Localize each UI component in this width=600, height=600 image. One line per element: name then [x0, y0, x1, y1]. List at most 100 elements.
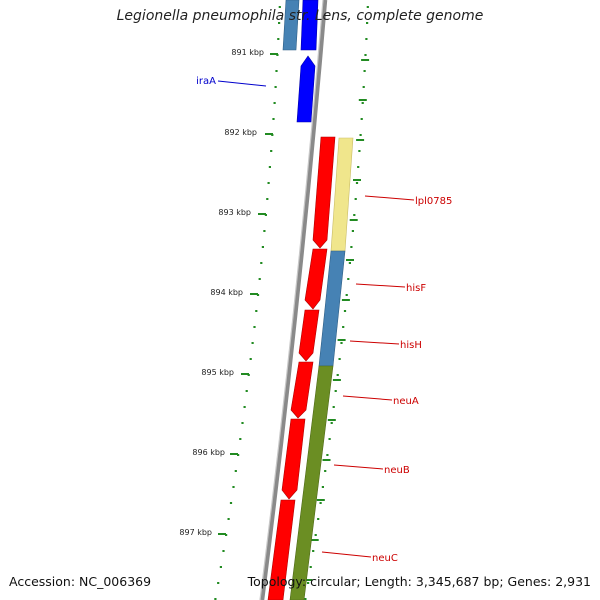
track-dot	[358, 150, 361, 152]
gene-label-hisF: hisF	[406, 283, 426, 294]
track-dot	[319, 502, 322, 504]
track-dot	[364, 54, 367, 56]
forward-cds-track	[296, 0, 319, 123]
track-dot	[324, 470, 327, 472]
track-dot	[232, 486, 235, 488]
track-dot	[345, 294, 348, 296]
track-dot	[334, 390, 337, 392]
track-dot	[225, 534, 228, 536]
gene-label-neuA: neuA	[393, 396, 419, 407]
map-title: Legionella pneumophila str. Lens, comple…	[116, 8, 484, 24]
backbone-highlight	[259, 0, 324, 600]
leader-line-hisH	[349, 340, 400, 345]
track-dot	[278, 6, 281, 8]
track-dot	[304, 598, 307, 600]
track-dot	[330, 422, 333, 424]
gene-label-iraA: iraA	[196, 76, 216, 87]
track-dot	[253, 326, 256, 328]
leader-line-neuB	[333, 464, 384, 470]
leader-line-lpl0785	[364, 195, 415, 201]
track-dot	[270, 150, 273, 152]
track-dot	[342, 326, 345, 328]
track-dot	[239, 438, 242, 440]
track-dot	[353, 214, 356, 216]
track-dot	[312, 550, 315, 552]
track-dot	[277, 38, 280, 40]
track-dot	[214, 598, 217, 600]
track-dot	[332, 406, 335, 408]
leader-line-iraA	[217, 80, 267, 87]
cog-track	[282, 0, 354, 600]
track-dot	[338, 358, 341, 360]
track-dot	[348, 262, 351, 264]
scale-label: 891 kbp	[231, 48, 264, 57]
track-dot	[314, 534, 317, 536]
track-dot	[263, 230, 266, 232]
leader-line-neuA	[342, 395, 393, 401]
scale-label: 895 kbp	[201, 368, 234, 377]
track-dot	[328, 438, 331, 440]
track-dot	[357, 166, 360, 168]
backbone	[259, 0, 328, 600]
track-dot	[354, 198, 357, 200]
track-dot	[219, 566, 222, 568]
track-dot	[245, 390, 248, 392]
track-dot	[350, 246, 353, 248]
track-dot	[249, 358, 252, 360]
track-dot	[234, 470, 237, 472]
reverse-cds-neuB	[281, 418, 306, 500]
track-dot	[321, 486, 324, 488]
leader-line-neuC	[321, 551, 372, 558]
track-dot	[307, 582, 310, 584]
track-dot	[274, 86, 277, 88]
scale-label: 897 kbp	[179, 528, 212, 537]
reverse-cds-hisF	[304, 248, 328, 310]
track-dot	[217, 582, 220, 584]
gene-label-neuC: neuC	[372, 553, 398, 564]
track-dot	[347, 278, 350, 280]
track-dot	[363, 70, 366, 72]
scale-label: 894 kbp	[210, 288, 243, 297]
track-dot	[355, 182, 359, 184]
gene-label-lpl0785: lpl0785	[415, 196, 452, 207]
reverse-cds-hisH	[298, 309, 320, 362]
genome-summary-text: Topology: circular; Length: 3,345,687 bp…	[247, 574, 591, 589]
track-dot	[278, 22, 281, 24]
gene-leader-lines	[217, 80, 415, 558]
track-dot	[309, 566, 312, 568]
track-dot	[275, 70, 278, 72]
track-dot	[343, 310, 347, 312]
track-dot	[272, 118, 275, 120]
track-dot	[258, 278, 261, 280]
track-dot	[255, 310, 258, 312]
track-dot	[366, 6, 369, 8]
outer-dotted-track	[304, 6, 370, 600]
track-dot	[359, 134, 362, 136]
gene-labels: iraA lpl0785 hisF hisH neuA neuB neuC	[196, 76, 452, 564]
track-dot	[336, 374, 339, 376]
track-dot	[241, 422, 244, 424]
track-dot	[273, 102, 276, 104]
track-dot	[261, 246, 264, 248]
track-dot	[351, 230, 354, 232]
track-dot	[260, 262, 263, 264]
track-dot	[361, 102, 364, 104]
track-dot	[317, 518, 320, 520]
accession-text: Accession: NC_006369	[9, 574, 152, 589]
forward-cds-top	[300, 0, 319, 51]
gene-label-hisH: hisH	[400, 340, 422, 351]
scale-label: 896 kbp	[192, 448, 225, 457]
cog-segment-steel-top	[282, 0, 300, 51]
track-dot	[362, 86, 365, 88]
track-dot	[227, 518, 230, 520]
track-dot	[267, 182, 270, 184]
track-dot	[237, 454, 240, 456]
reverse-cds-neuA	[290, 361, 314, 419]
track-dot	[268, 166, 271, 168]
reverse-cds-track	[267, 136, 336, 600]
gene-label-neuB: neuB	[384, 465, 410, 476]
track-dot	[222, 550, 225, 552]
track-dot	[340, 342, 343, 344]
forward-cds-iraA	[296, 55, 316, 123]
